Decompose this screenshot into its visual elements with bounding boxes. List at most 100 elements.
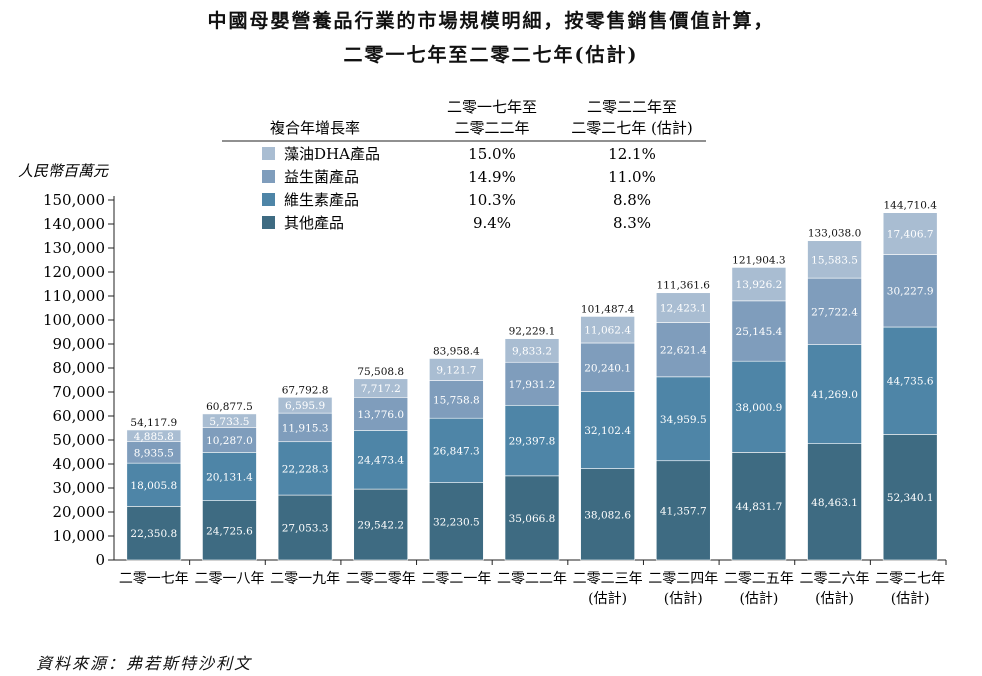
legend-period1-line1: 二零一七年至: [447, 98, 537, 116]
y-tick-label: 110,000: [43, 287, 105, 305]
y-tick-label: 20,000: [53, 503, 106, 521]
legend-swatch: [262, 147, 275, 160]
y-tick-label: 120,000: [43, 263, 105, 281]
bar-segment: [731, 452, 787, 561]
bar-segment: [126, 506, 182, 561]
bar-segment-label: 15,758.8: [433, 394, 480, 406]
bar-segment-label: 41,269.0: [811, 389, 858, 401]
bar-segment-label: 32,230.5: [433, 516, 480, 528]
bar-segment-label: 9,833.2: [512, 345, 552, 357]
legend: 複合年增長率 二零一七年至 二零二二年 二零二二年至 二零二七年 (估計) 藻油…: [222, 98, 706, 232]
bar-total-label: 75,508.8: [357, 366, 404, 378]
legend-cagr-2017-2022: 10.3%: [468, 191, 516, 209]
bar-segment-label: 4,885.8: [134, 431, 174, 443]
bar-segment-label: 44,831.7: [736, 501, 783, 513]
bar-segment: [353, 397, 409, 431]
legend-cagr-2022-2027: 8.3%: [613, 214, 651, 232]
bar-segment-label: 38,000.9: [736, 402, 783, 414]
bar-total-label: 101,487.4: [581, 303, 635, 315]
x-tick-label: 二零二二年: [497, 571, 567, 587]
bar-segment-label: 8,935.5: [134, 447, 174, 459]
bar-segment: [504, 475, 560, 561]
bar-segment: [277, 412, 333, 443]
bar-segment-label: 22,350.8: [130, 528, 177, 540]
bar-segment-label: 38,082.6: [584, 509, 631, 521]
bar-segment-label: 10,287.0: [206, 435, 253, 447]
bar-total-label: 67,792.8: [282, 384, 329, 396]
bar-segment-label: 6,595.9: [285, 400, 325, 412]
bar-segment-label: 29,397.8: [509, 436, 556, 448]
bar-segment-label: 22,228.3: [282, 463, 329, 475]
bar-segment-label: 30,227.9: [887, 286, 934, 298]
bar-segment-label: 22,621.4: [660, 345, 707, 357]
bar-segment: [504, 338, 560, 363]
bar-segment: [731, 360, 787, 453]
bar-segment: [580, 316, 635, 344]
bar-segment: [126, 429, 182, 442]
x-tick-label: 二零二六年: [800, 571, 870, 587]
legend-cagr-2022-2027: 11.0%: [608, 168, 656, 186]
bar-segment: [277, 396, 333, 414]
bar-segment-label: 24,725.6: [206, 525, 253, 537]
bar-total-label: 92,229.1: [509, 326, 556, 338]
y-tick-label: 70,000: [53, 383, 106, 401]
x-tick-label-sub: (估計): [588, 591, 627, 607]
bar-segment-label: 20,131.4: [206, 472, 253, 484]
bar-total-label: 144,710.4: [883, 200, 937, 212]
y-axis-label: 人民幣百萬元: [18, 162, 109, 180]
x-tick-label: 二零二五年: [724, 571, 794, 587]
bar-segment-label: 27,722.4: [811, 306, 858, 318]
x-tick-label: 二零二零年: [346, 571, 416, 587]
x-tick-label-sub: (估計): [891, 591, 930, 607]
bar-segment-label: 11,062.4: [584, 325, 631, 337]
bar-segment: [882, 254, 938, 328]
bar-segment: [353, 430, 409, 490]
bar-segment-label: 9,121.7: [436, 364, 476, 376]
legend-cagr-header: 複合年增長率: [270, 119, 360, 137]
x-tick-label: 二零一九年: [270, 571, 340, 587]
bar-total-label: 133,038.0: [808, 228, 861, 240]
legend-period2-line1: 二零二二年至: [587, 98, 677, 116]
bar-total-label: 83,958.4: [433, 345, 480, 357]
y-tick-label: 90,000: [53, 335, 106, 353]
x-tick-label: 二零一八年: [194, 571, 264, 587]
bar-segment: [429, 482, 484, 561]
bar-segment: [807, 277, 862, 345]
bar-segment-label: 20,240.1: [584, 362, 631, 374]
bar-segment-label: 34,959.5: [660, 414, 707, 426]
bar-segment: [655, 376, 711, 462]
bar-segment: [882, 212, 938, 255]
bar-segment: [429, 380, 484, 419]
legend-label: 益生菌產品: [284, 168, 359, 186]
chart-title-line1: 中國母嬰營養品行業的市場規模明細，按零售銷售價值計算，: [207, 10, 775, 32]
bar-segment-label: 5,733.5: [209, 416, 249, 428]
bar-segment: [429, 417, 484, 483]
y-tick-label: 60,000: [53, 407, 106, 425]
bar-segment-label: 41,357.7: [660, 505, 707, 517]
bar-segment: [807, 240, 862, 279]
bar-segment: [277, 441, 333, 496]
bar-segment-label: 12,423.1: [660, 303, 707, 315]
bar-segment-label: 18,005.8: [130, 480, 177, 492]
bar-segment: [504, 404, 560, 477]
bar-segment-label: 25,145.4: [736, 326, 783, 338]
legend-swatch: [262, 216, 275, 229]
y-tick-label: 10,000: [53, 527, 106, 545]
bar-segment-label: 29,542.2: [357, 520, 404, 532]
x-tick-label: 二零一七年: [119, 571, 189, 587]
bar-segment: [807, 344, 862, 444]
bar-segment: [580, 468, 635, 561]
chart-title-line2: 二零一七年至二零二七年(估計): [343, 44, 639, 66]
bar-segment-label: 48,463.1: [811, 497, 858, 509]
x-tick-label: 二零二三年: [573, 571, 643, 587]
bar-total-label: 121,904.3: [732, 254, 785, 266]
bar-segment: [731, 267, 787, 302]
legend-cagr-2022-2027: 8.8%: [613, 191, 651, 209]
y-tick-label: 140,000: [43, 215, 105, 233]
legend-swatch: [262, 193, 275, 206]
bar-segment-label: 24,473.4: [357, 455, 404, 467]
legend-period1-line2: 二零二二年: [454, 119, 529, 137]
bar-segment-label: 27,053.3: [282, 523, 329, 535]
bar-segment: [202, 452, 257, 501]
x-tick-label-sub: (估計): [664, 591, 703, 607]
